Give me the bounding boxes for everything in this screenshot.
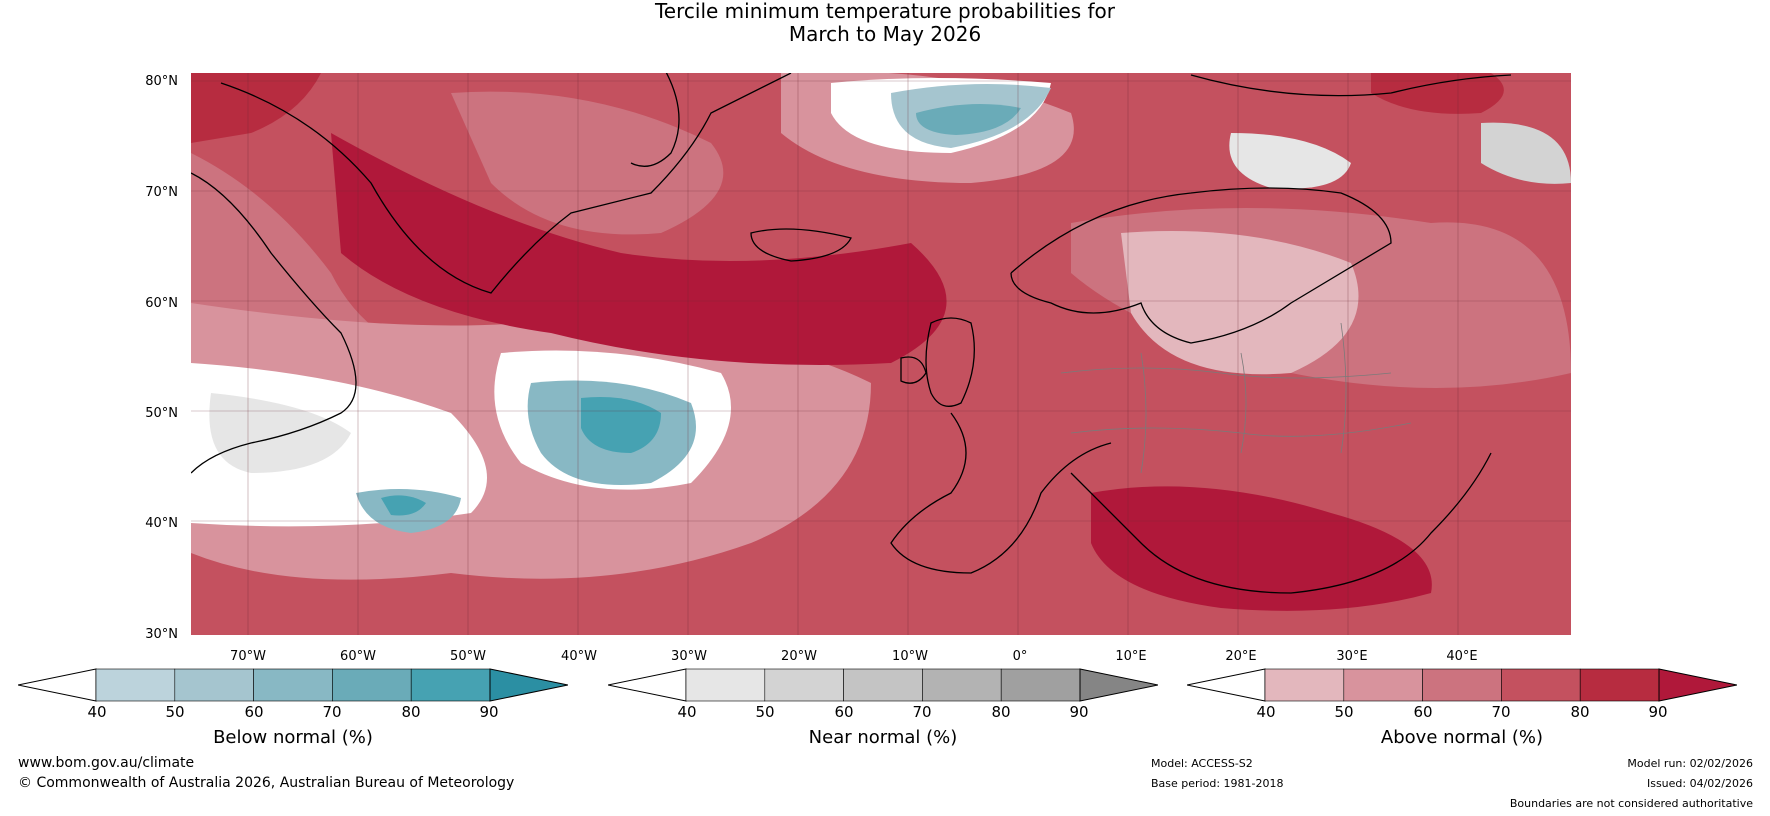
region-near-60-east: [1481, 122, 1571, 184]
cb-near-tick: 40: [677, 703, 697, 721]
mediterranean-coast: [1070, 452, 1492, 594]
colorbar-extend-low: [608, 668, 687, 702]
colorbar-segment: [1264, 668, 1345, 702]
lon-label-30e: 30°E: [1336, 649, 1368, 664]
greenland-east-coast: [630, 73, 680, 167]
lon-label-10e: 10°E: [1115, 649, 1147, 664]
region-near-50-barents: [1229, 133, 1351, 189]
lon-label-50w: 50°W: [450, 649, 486, 664]
cb-below-tick: 40: [87, 703, 107, 721]
cb-below-tick: 90: [479, 703, 499, 721]
lon-label-70w: 70°W: [230, 649, 266, 664]
title-line-1: Tercile minimum temperature probabilitie…: [654, 0, 1116, 23]
chart-title: Tercile minimum temperature probabilitie…: [0, 0, 1770, 46]
cb-above-tick: 80: [1570, 703, 1590, 721]
great-britain: [925, 317, 975, 407]
colorbar-extend-high: [1079, 668, 1158, 702]
title-line-2: March to May 2026: [788, 22, 982, 46]
cb-above-tick: 50: [1334, 703, 1354, 721]
cb-below-tick: 80: [401, 703, 421, 721]
region-above-90-mediterranean: [1091, 486, 1432, 611]
colorbar-segment: [95, 668, 176, 702]
cb-near-tick: 60: [834, 703, 854, 721]
lat-label-60n: 60°N: [145, 296, 178, 311]
colorbar-segment: [174, 668, 254, 702]
lon-label-60w: 60°W: [340, 649, 376, 664]
colorbar-segment: [764, 668, 844, 702]
cb-below-tick: 60: [244, 703, 264, 721]
cb-above-tick: 70: [1491, 703, 1511, 721]
probability-map: [191, 73, 1571, 635]
region-above-80-nw: [191, 73, 321, 143]
cb-above-tick: 90: [1648, 703, 1668, 721]
lon-label-30w: 30°W: [671, 649, 707, 664]
colorbar-segment: [1343, 668, 1423, 702]
lat-label-40n: 40°N: [145, 516, 178, 531]
region-near-50-sw: [209, 393, 351, 473]
cb-below-tick: 70: [322, 703, 342, 721]
lon-label-10w: 10°W: [892, 649, 928, 664]
greenland-coast: [220, 73, 792, 294]
colorbar-above-normal: [1187, 668, 1737, 702]
copyright-text: © Commonwealth of Australia 2026, Austra…: [18, 775, 515, 791]
region-above-90-central: [331, 133, 947, 365]
map-canvas: [191, 73, 1571, 635]
cb-above-tick: 40: [1256, 703, 1276, 721]
colorbar-segment: [1501, 668, 1581, 702]
lon-label-20w: 20°W: [781, 649, 817, 664]
cb-near-tick: 70: [912, 703, 932, 721]
model-run-date: Model run: 02/02/2026: [1627, 757, 1753, 770]
scandinavia-coast: [1010, 187, 1392, 344]
colorbar-extend-high: [489, 668, 568, 702]
region-below-70-svalbard: [916, 104, 1021, 135]
graticule: [191, 73, 1571, 635]
colorbar-label-near: Near normal (%): [808, 727, 958, 748]
colorbar-segment: [922, 668, 1002, 702]
lon-label-20e: 20°E: [1225, 649, 1257, 664]
region-above-60-greenland-sea: [451, 91, 724, 235]
arctic-coast: [1190, 74, 1512, 97]
colorbar-segment: [685, 668, 766, 702]
lat-label-70n: 70°N: [145, 185, 178, 200]
colorbar-extend-high: [1658, 668, 1737, 702]
cb-near-tick: 50: [755, 703, 775, 721]
lat-label-50n: 50°N: [145, 406, 178, 421]
colorbar-near-normal: [608, 668, 1158, 702]
region-above-80-ne: [1371, 73, 1504, 114]
colorbar-segment: [253, 668, 333, 702]
coastlines: [191, 73, 1512, 594]
colorbar-segment: [1579, 668, 1660, 702]
region-above-40-scandinavia: [1121, 231, 1359, 375]
boundaries-disclaimer: Boundaries are not considered authoritat…: [1509, 797, 1753, 810]
colorbar-segment: [1000, 668, 1081, 702]
cb-below-tick: 50: [165, 703, 185, 721]
website-link[interactable]: www.bom.gov.au/climate: [18, 755, 195, 771]
colorbar-segment: [410, 668, 491, 702]
lon-label-0: 0°: [1012, 649, 1028, 664]
colorbar-segment: [332, 668, 412, 702]
colorbar-extend-low: [1187, 668, 1266, 702]
model-name: Model: ACCESS-S2: [1151, 757, 1253, 770]
cb-near-tick: 80: [991, 703, 1011, 721]
colorbar-below-normal: [18, 668, 568, 702]
region-below-80-south: [381, 495, 426, 516]
colorbar-label-above: Above normal (%): [1380, 727, 1544, 748]
colorbar-extend-low: [18, 668, 97, 702]
base-period: Base period: 1981-2018: [1151, 777, 1284, 790]
cb-near-tick: 90: [1069, 703, 1089, 721]
issued-date: Issued: 04/02/2026: [1646, 777, 1753, 790]
cb-above-tick: 60: [1413, 703, 1433, 721]
colorbar-segment: [1422, 668, 1502, 702]
iberia-france-coast: [890, 412, 1112, 574]
country-borders: [1060, 322, 1412, 474]
colorbar-segment: [843, 668, 923, 702]
ireland: [900, 356, 927, 384]
lat-label-30n: 30°N: [145, 627, 178, 642]
iceland: [750, 228, 852, 262]
lat-label-80n: 80°N: [145, 74, 178, 89]
north-america-coast: [191, 172, 357, 474]
lon-label-40e: 40°E: [1446, 649, 1478, 664]
lon-label-40w: 40°W: [561, 649, 597, 664]
colorbar-label-below: Below normal (%): [213, 727, 373, 748]
